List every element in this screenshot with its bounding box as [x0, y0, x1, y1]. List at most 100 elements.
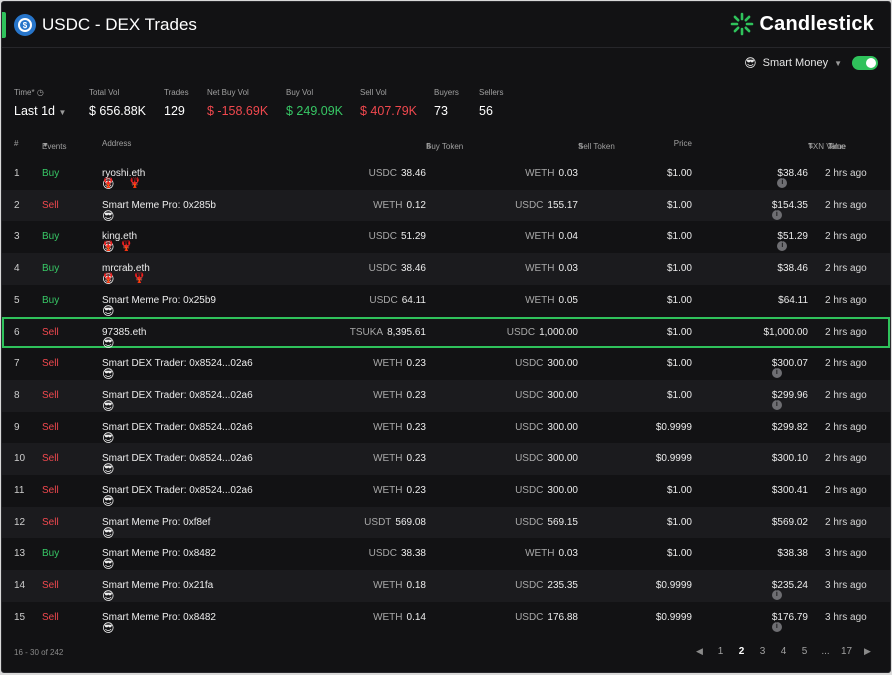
time-cell: 2 hrs ago [825, 389, 867, 401]
brand-name: Candlestick [759, 12, 874, 35]
row-number: 10 [14, 453, 26, 465]
table-row[interactable]: 8 Sell 😎 Smart DEX Trader: 0x8524...02a6 WE… [2, 379, 890, 412]
page-button[interactable]: 5 [801, 646, 808, 657]
table-row[interactable]: 1 Buy 😎 🦞 ryoshi 🦞 .eth USDC 38.46 WETH 0.03 $1.00… [2, 158, 890, 190]
address-link[interactable]: 😎 Smart DEX Trader: 0x8524...02a6 [102, 422, 253, 444]
table-row[interactable]: 4 Buy 😎 🦞 mrcrab 🦞 .eth USDC 38.46 WETH 0.03 $1.00… [2, 253, 890, 285]
sell-token-cell: WETH 0.03 [525, 168, 578, 179]
sell-token-cell: WETH 0.04 [525, 231, 578, 242]
lobster-icon: 🦞 [102, 273, 115, 285]
page-button[interactable]: 17 [840, 646, 853, 657]
lobster-icon: 🦞 [102, 241, 115, 253]
table-row[interactable]: 5 Buy 😎 Smart Meme Pro: 0x25b9 USDC 64.11 WET… [2, 285, 890, 317]
buy-token-cell: WETH 0.23 [373, 485, 426, 496]
info-icon[interactable]: i [771, 621, 782, 632]
address-link[interactable]: 😎 97385.eth [102, 327, 147, 349]
time-cell: 2 hrs ago [825, 326, 867, 338]
sell-token-symbol: USDC [506, 326, 536, 338]
buy-token-cell: WETH 0.23 [373, 422, 426, 433]
sell-token-cell: USDC 155.17 [515, 200, 578, 211]
table-row[interactable]: 12 Sell 😎 Smart Meme Pro: 0xf8ef USDT 569.08… [2, 506, 890, 539]
next-page-icon[interactable]: ▶ [864, 646, 871, 656]
sell-token-cell: USDC 300.00 [515, 485, 578, 496]
row-number: 9 [14, 421, 20, 433]
address-link[interactable]: 😎 Smart Meme Pro: 0x25b9 [102, 295, 216, 317]
table-row[interactable]: 13 Buy 😎 Smart Meme Pro: 0x8482 USDC 38.38 WE… [2, 538, 890, 570]
prev-page-icon[interactable]: ◀ [696, 646, 703, 656]
info-icon[interactable]: i [777, 178, 788, 188]
address-name: king [102, 231, 121, 243]
price-cell: $0.9999 [655, 453, 692, 465]
col-txn-value-label: TXN Value [808, 142, 847, 151]
filter-icon: ▼ [42, 142, 49, 149]
address-link[interactable]: 😎 Smart DEX Trader: 0x8524...02a6 [102, 453, 253, 475]
sell-token-cell: USDC 176.88 [515, 612, 578, 623]
stat-time[interactable]: Time* ◷ Last 1d ▼ [14, 88, 66, 118]
info-icon[interactable]: i [771, 590, 782, 601]
info-icon[interactable]: i [771, 368, 782, 379]
txn-value-cell: i $299.96 [771, 390, 808, 410]
txn-value-cell: $64.11 [778, 295, 808, 306]
table-row[interactable]: 10 Sell 😎 Smart DEX Trader: 0x8524...02a6 W… [2, 443, 890, 475]
smart-money-toggle[interactable] [852, 56, 878, 70]
table-row[interactable]: 2 Sell 😎 Smart Meme Pro: 0x285b WETH 0.12 USD… [2, 189, 890, 222]
page-title: USDC - DEX Trades [42, 15, 197, 34]
page-button[interactable]: 2 [738, 646, 745, 657]
col-num: # [14, 139, 19, 148]
txn-value: $176.79 [771, 611, 808, 623]
txn-value-cell: i $51.29 [777, 231, 808, 252]
sunglasses-emoji-icon: 😎 [102, 462, 115, 477]
sell-token-amount: 300.00 [547, 421, 578, 433]
sell-token-symbol: USDC [515, 580, 544, 592]
page-button[interactable]: 1 [717, 646, 724, 657]
sell-token-symbol: WETH [525, 231, 555, 243]
buy-token-cell: WETH 0.23 [373, 358, 426, 369]
table-row[interactable]: 3 Buy 😎 🦞 king 🦞 .eth USDC 51.29 WETH 0.04 $1.00 i $… [2, 221, 890, 253]
sunglasses-emoji-icon: 😎 [744, 56, 757, 70]
info-icon[interactable]: i [771, 399, 782, 410]
address-suffix: .eth [133, 263, 150, 275]
buy-token-symbol: USDT [364, 516, 392, 528]
table-row[interactable]: 6 Sell 😎 97385.eth TSUKA 8,395.61 USDC 1,000.0… [2, 316, 890, 349]
address-link[interactable]: 😎 Smart Meme Pro: 0x8482 [102, 612, 216, 634]
sell-token-amount: 300.00 [547, 389, 578, 401]
address-link[interactable]: 😎 🦞 mrcrab 🦞 .eth [102, 263, 150, 285]
page-button[interactable]: 4 [780, 646, 787, 657]
event-type: Sell [42, 611, 59, 623]
sunglasses-emoji-icon: 😎 [102, 208, 115, 223]
buy-token-cell: USDC 64.11 [369, 295, 426, 306]
table-row[interactable]: 11 Sell 😎 Smart DEX Trader: 0x8524...02a6 W… [2, 475, 890, 507]
buy-token-symbol: USDC [368, 548, 397, 560]
col-events-label: Events [42, 142, 67, 151]
page-button[interactable]: 3 [759, 646, 766, 657]
txn-value: $235.24 [771, 580, 808, 592]
address-link[interactable]: 😎 🦞 king 🦞 .eth [102, 231, 137, 253]
txn-value: $51.29 [777, 231, 808, 243]
txn-value: $154.35 [771, 199, 808, 211]
sell-token-symbol: USDC [515, 485, 544, 496]
table-row[interactable]: 15 Sell 😎 Smart Meme Pro: 0x8482 WETH 0.14 US… [2, 602, 890, 634]
address-link[interactable]: 😎 Smart Meme Pro: 0x285b [102, 200, 216, 222]
table-row[interactable]: 9 Sell 😎 Smart DEX Trader: 0x8524...02a6 WE… [2, 412, 890, 444]
address-link[interactable]: 😎 Smart DEX Trader: 0x8524...02a6 [102, 358, 253, 380]
address-name: mrcrab [102, 263, 134, 275]
sell-token-symbol: WETH [525, 294, 555, 306]
address-link[interactable]: 😎 🦞 ryoshi 🦞 .eth [102, 168, 145, 190]
txn-value-cell: i $235.24 [771, 580, 808, 601]
table-row[interactable]: 7 Sell 😎 Smart DEX Trader: 0x8524...02a6 WE… [2, 348, 890, 380]
price-cell: $1.00 [666, 231, 692, 243]
smart-money-dropdown[interactable]: 😎 Smart Money ▼ [744, 57, 842, 69]
info-icon[interactable]: i [771, 209, 782, 220]
price-cell: $1.00 [666, 485, 692, 496]
table-row[interactable]: 14 Sell 😎 Smart Meme Pro: 0x21fa WETH 0.18 US… [2, 570, 890, 602]
sunglasses-emoji-icon: 😎 [102, 240, 115, 255]
row-number: 3 [14, 231, 20, 243]
buy-token-cell: WETH 0.14 [373, 612, 426, 623]
address-link[interactable]: 😎 Smart Meme Pro: 0x21fa [102, 580, 213, 602]
address-link[interactable]: 😎 Smart Meme Pro: 0xf8ef [102, 517, 210, 539]
address-link[interactable]: 😎 Smart Meme Pro: 0x8482 [102, 548, 216, 570]
info-icon[interactable]: i [777, 241, 788, 252]
row-number: 14 [14, 580, 26, 592]
address-link[interactable]: 😎 Smart DEX Trader: 0x8524...02a6 [102, 485, 253, 507]
address-link[interactable]: 😎 Smart DEX Trader: 0x8524...02a6 [102, 390, 253, 412]
